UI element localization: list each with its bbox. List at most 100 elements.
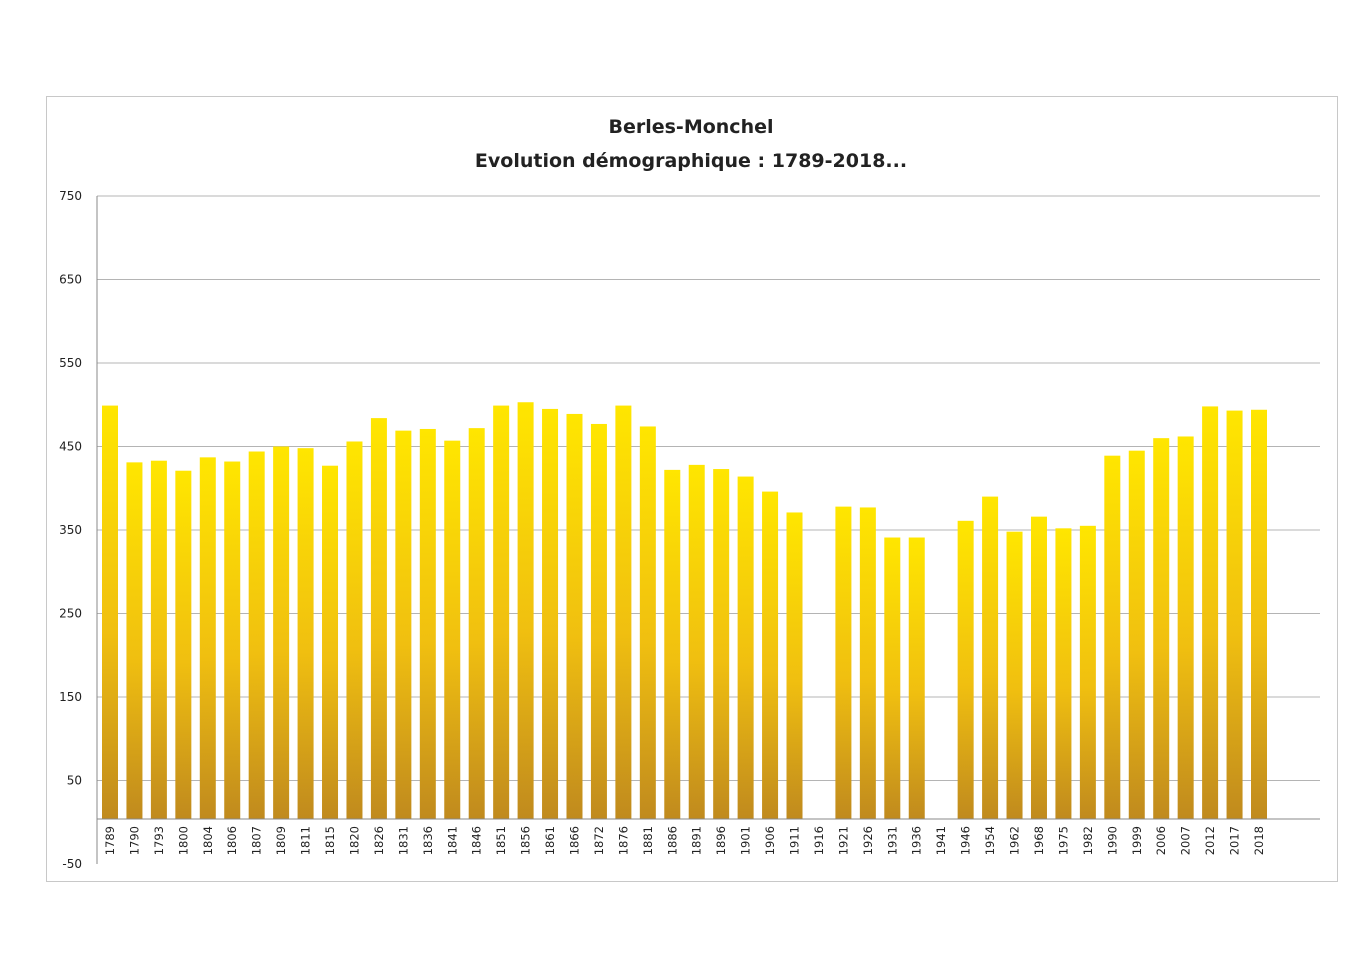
x-tick-label: 1820 — [347, 826, 361, 855]
x-tick-label: 1886 — [665, 826, 679, 855]
bar-1876 — [615, 405, 632, 819]
bar-1790 — [126, 462, 143, 819]
y-tick-label: 550 — [59, 356, 82, 370]
bar-1826 — [370, 418, 387, 819]
x-axis-ticks: 1789 1790 1793 1800 1804 1806 1807 1809 1811 1815… — [103, 826, 1266, 855]
x-tick-label: 1790 — [127, 826, 141, 855]
bar-1911 — [786, 512, 803, 819]
chart-title: Berles-Monchel — [608, 116, 773, 138]
bar-1968 — [1030, 516, 1047, 819]
x-tick-label: 1968 — [1032, 826, 1046, 855]
x-tick-label: 1975 — [1056, 826, 1070, 855]
bar-1804 — [199, 457, 216, 819]
bar-1901 — [737, 476, 754, 819]
x-tick-label: 1990 — [1105, 826, 1119, 855]
bar-1886 — [664, 469, 681, 819]
x-tick-label: 1936 — [910, 826, 924, 855]
bar-1831 — [395, 430, 412, 819]
bar-1861 — [542, 408, 559, 819]
bar-1936 — [908, 537, 925, 819]
x-tick-label: 1856 — [519, 826, 533, 855]
bar-1931 — [884, 537, 901, 819]
bar-1846 — [468, 428, 485, 819]
x-tick-label: 1926 — [861, 826, 875, 855]
x-tick-label: 1806 — [225, 826, 239, 855]
y-tick-label: 150 — [59, 690, 82, 704]
x-tick-label: 1876 — [616, 826, 630, 855]
bar-1999 — [1128, 450, 1145, 819]
chart-subtitle: Evolution démographique : 1789-2018... — [475, 150, 907, 172]
x-tick-label: 1906 — [763, 826, 777, 855]
x-tick-label: 1931 — [885, 826, 899, 855]
bar-1807 — [248, 451, 265, 819]
y-axis-ticks: -50 50 150 250 350 450 550 650 750 — [59, 189, 82, 871]
x-tick-label: 1999 — [1130, 826, 1144, 855]
bar-1990 — [1104, 455, 1121, 819]
bar-1881 — [639, 426, 656, 819]
bar-1856 — [517, 402, 534, 819]
x-tick-label: 1881 — [641, 826, 655, 855]
x-tick-label: 2007 — [1179, 826, 1193, 855]
x-tick-label: 1941 — [934, 826, 948, 855]
x-tick-label: 1809 — [274, 826, 288, 855]
y-tick-label: 750 — [59, 189, 82, 203]
x-tick-label: 1811 — [299, 826, 313, 855]
x-tick-label: 1901 — [739, 826, 753, 855]
x-tick-label: 2017 — [1228, 826, 1242, 855]
x-tick-label: 2006 — [1154, 826, 1168, 855]
bar-1926 — [859, 507, 876, 819]
x-tick-label: 1841 — [445, 826, 459, 855]
bar-1982 — [1079, 525, 1096, 819]
bar-1921 — [835, 506, 852, 819]
bar-1815 — [322, 465, 339, 819]
x-tick-label: 1921 — [836, 826, 850, 855]
bar-1866 — [566, 413, 583, 819]
bar-1906 — [762, 491, 779, 819]
y-tick-label: 350 — [59, 523, 82, 537]
bar-1896 — [713, 469, 730, 819]
bar-2006 — [1153, 438, 1170, 819]
bar-1811 — [297, 448, 314, 819]
x-tick-label: 1946 — [959, 826, 973, 855]
y-tick-label: 650 — [59, 273, 82, 287]
bar-1793 — [150, 460, 167, 819]
bar-1954 — [982, 496, 999, 819]
bar-1841 — [444, 440, 461, 819]
bars — [102, 402, 1267, 819]
x-tick-label: 1916 — [812, 826, 826, 855]
x-tick-label: 1793 — [152, 826, 166, 855]
bar-2018 — [1251, 409, 1267, 819]
x-tick-label: 1789 — [103, 826, 117, 855]
bar-1851 — [493, 405, 510, 819]
bar-1806 — [224, 461, 241, 819]
bar-2012 — [1202, 406, 1219, 819]
x-tick-label: 1826 — [372, 826, 386, 855]
x-tick-label: 2018 — [1252, 826, 1266, 855]
x-tick-label: 1891 — [690, 826, 704, 855]
x-tick-label: 1911 — [788, 826, 802, 855]
bar-1891 — [688, 464, 705, 819]
bar-2017 — [1226, 410, 1243, 819]
x-tick-label: 2012 — [1203, 826, 1217, 855]
y-tick-label: 50 — [67, 774, 82, 788]
x-tick-label: 1962 — [1008, 826, 1022, 855]
x-tick-label: 1982 — [1081, 826, 1095, 855]
bar-1872 — [590, 423, 607, 819]
x-tick-label: 1851 — [494, 826, 508, 855]
bar-1809 — [273, 446, 290, 819]
x-tick-label: 1800 — [176, 826, 190, 855]
x-tick-label: 1846 — [470, 826, 484, 855]
x-tick-label: 1831 — [396, 826, 410, 855]
y-tick-label: 450 — [59, 440, 82, 454]
x-tick-label: 1954 — [983, 826, 997, 855]
bar-1789 — [102, 405, 118, 819]
x-tick-label: 1836 — [421, 826, 435, 855]
bar-1836 — [419, 428, 436, 819]
x-tick-label: 1861 — [543, 826, 557, 855]
bar-2007 — [1177, 436, 1194, 819]
x-tick-label: 1815 — [323, 826, 337, 855]
x-tick-label: 1804 — [201, 826, 215, 855]
y-tick-label: -50 — [62, 857, 82, 871]
y-tick-label: 250 — [59, 607, 82, 621]
